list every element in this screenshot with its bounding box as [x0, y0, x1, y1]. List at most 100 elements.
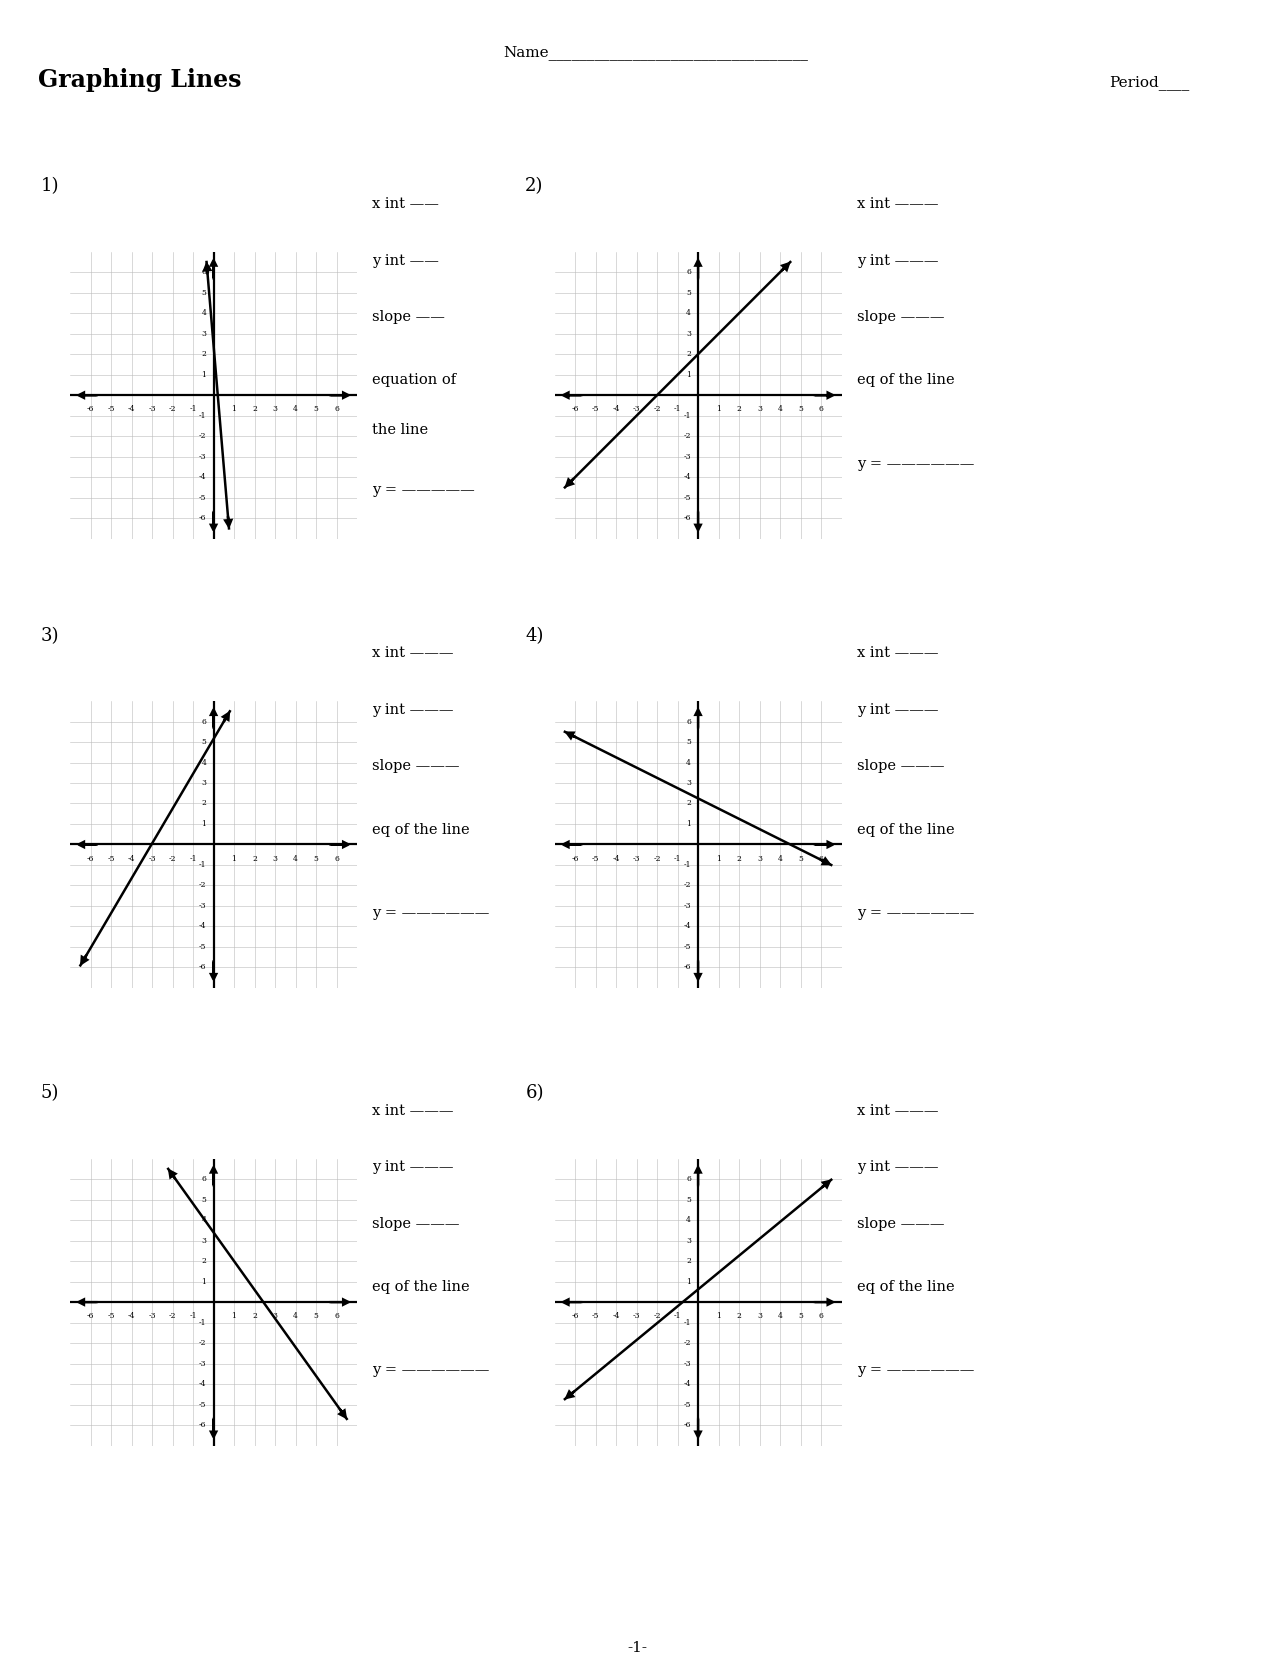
Text: -1: -1: [683, 411, 691, 419]
Text: -5: -5: [199, 494, 207, 501]
Text: -1: -1: [673, 1313, 681, 1320]
Text: -6: -6: [571, 855, 579, 862]
Text: 1: 1: [201, 820, 207, 829]
FancyArrow shape: [815, 393, 834, 398]
Text: 4: 4: [293, 1313, 298, 1320]
Text: -2: -2: [199, 1340, 207, 1348]
Text: 2: 2: [252, 406, 258, 413]
Text: -5: -5: [199, 1401, 207, 1408]
Text: y = —————: y = —————: [372, 483, 476, 498]
Text: -4: -4: [683, 473, 691, 481]
Text: -6: -6: [571, 406, 579, 413]
Text: -3: -3: [632, 855, 640, 862]
Text: 3: 3: [686, 779, 691, 787]
Text: -2: -2: [168, 855, 176, 862]
Text: y int ———: y int ———: [857, 702, 938, 717]
FancyArrow shape: [695, 709, 701, 727]
Text: 5: 5: [798, 1313, 803, 1320]
Text: -1: -1: [199, 860, 207, 869]
Text: eq of the line: eq of the line: [857, 822, 955, 837]
Text: -6: -6: [683, 514, 691, 522]
Text: 2: 2: [737, 1313, 742, 1320]
Text: eq of the line: eq of the line: [372, 1280, 470, 1295]
Text: -6: -6: [87, 855, 94, 862]
Text: slope ———: slope ———: [857, 310, 945, 324]
Text: -4: -4: [612, 855, 620, 862]
Text: 6: 6: [819, 855, 824, 862]
Text: x int ——: x int ——: [372, 196, 439, 211]
Text: 1: 1: [686, 1278, 691, 1286]
Text: 5: 5: [314, 406, 319, 413]
Text: Name__________________________________: Name__________________________________: [504, 45, 808, 60]
Text: -5: -5: [107, 1313, 115, 1320]
Text: 6: 6: [201, 268, 207, 276]
FancyArrow shape: [566, 479, 572, 486]
Text: -5: -5: [592, 406, 599, 413]
Text: 6: 6: [334, 1313, 339, 1320]
Text: 6: 6: [334, 855, 339, 862]
Text: -3: -3: [199, 453, 207, 461]
Text: 5: 5: [314, 1313, 319, 1320]
Text: 6: 6: [334, 406, 339, 413]
Text: 5: 5: [201, 1196, 207, 1203]
Text: slope ——: slope ——: [372, 310, 445, 324]
Text: -2: -2: [653, 1313, 660, 1320]
Text: 3: 3: [201, 1236, 207, 1245]
FancyArrow shape: [210, 1166, 217, 1185]
FancyArrow shape: [695, 1419, 701, 1438]
Text: -6: -6: [87, 1313, 94, 1320]
Text: 4: 4: [778, 855, 783, 862]
Text: -5: -5: [107, 855, 115, 862]
Text: -1: -1: [189, 1313, 196, 1320]
Text: 5: 5: [686, 290, 691, 296]
Text: -2: -2: [168, 406, 176, 413]
Text: -4: -4: [128, 406, 135, 413]
Text: -4: -4: [199, 1379, 207, 1388]
Text: -6: -6: [87, 406, 94, 413]
Text: y = ——————: y = ——————: [372, 905, 490, 920]
Text: 3: 3: [757, 406, 762, 413]
Text: 2): 2): [525, 178, 543, 195]
Text: 6: 6: [686, 268, 691, 276]
Text: 5: 5: [314, 855, 319, 862]
FancyArrow shape: [210, 513, 217, 531]
Text: -2: -2: [683, 433, 691, 441]
FancyArrow shape: [170, 1170, 176, 1178]
Text: x int ———: x int ———: [372, 646, 454, 661]
Text: 2: 2: [201, 1256, 207, 1265]
Text: 5: 5: [201, 290, 207, 296]
Text: 1: 1: [201, 1278, 207, 1286]
Text: -4: -4: [128, 855, 135, 862]
Text: 5: 5: [798, 406, 803, 413]
FancyArrow shape: [566, 732, 575, 739]
Text: eq of the line: eq of the line: [857, 1280, 955, 1295]
Text: 2: 2: [686, 1256, 691, 1265]
Text: the line: the line: [372, 423, 428, 438]
Text: y = ——————: y = ——————: [857, 1363, 974, 1378]
Text: -3: -3: [632, 406, 640, 413]
Text: x int ———: x int ———: [857, 196, 938, 211]
FancyArrow shape: [695, 1166, 701, 1185]
Text: 6: 6: [686, 1175, 691, 1183]
Text: -2: -2: [683, 1340, 691, 1348]
Text: 4: 4: [293, 855, 298, 862]
FancyArrow shape: [204, 265, 210, 273]
FancyArrow shape: [815, 842, 834, 847]
FancyArrow shape: [821, 859, 830, 864]
Text: eq of the line: eq of the line: [372, 822, 470, 837]
Text: 3: 3: [273, 855, 278, 862]
Text: -6: -6: [199, 1421, 207, 1429]
FancyArrow shape: [783, 263, 789, 270]
Text: 2: 2: [686, 349, 691, 358]
Text: -4: -4: [199, 922, 207, 930]
Text: y int ——: y int ——: [372, 253, 439, 268]
Text: slope ———: slope ———: [857, 1216, 945, 1231]
FancyArrow shape: [815, 1300, 834, 1305]
Text: y = ——————: y = ——————: [857, 905, 974, 920]
Text: equation of: equation of: [372, 373, 456, 388]
Text: 1: 1: [717, 1313, 720, 1320]
Text: 2: 2: [252, 855, 258, 862]
FancyArrow shape: [562, 1300, 581, 1305]
Text: -5: -5: [683, 1401, 691, 1408]
Text: 3: 3: [686, 1236, 691, 1245]
